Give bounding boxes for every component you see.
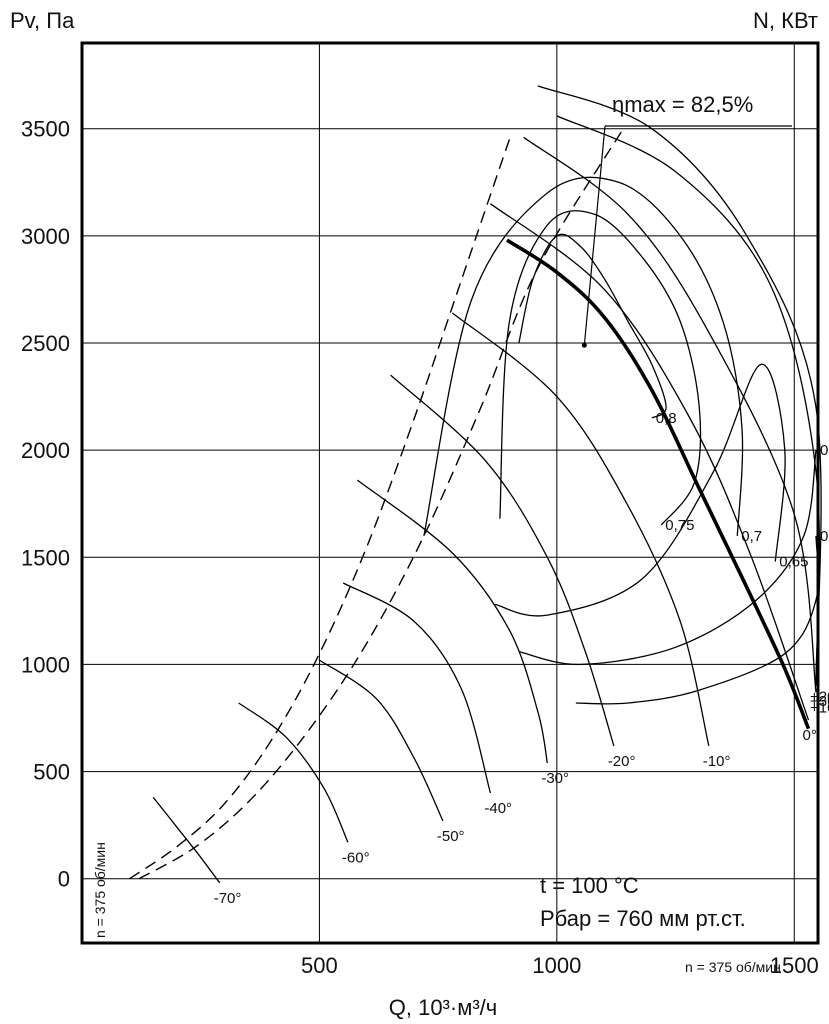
stall-boundary-dashed — [129, 139, 511, 880]
y-tick-label: 2000 — [21, 438, 70, 463]
blade-angle-label: -40° — [484, 800, 512, 817]
blade-angle-label: +10° — [810, 699, 829, 716]
max-efficiency-line — [506, 238, 811, 730]
curves — [129, 85, 822, 884]
grid — [82, 43, 818, 943]
blade-angle-label: -30° — [541, 770, 569, 787]
blade-angle-curve — [342, 582, 492, 794]
blade-angle-curve — [357, 479, 548, 764]
blade-angle-curve — [152, 796, 221, 884]
efficiency-curve-label: 0,7 — [741, 528, 762, 545]
y-tick-label: 1000 — [21, 652, 70, 677]
x-axis-label: Q, 10³·м³/ч — [389, 995, 498, 1020]
speed-label-bottom: n = 375 об/мин — [685, 959, 781, 975]
y-tick-label: 1500 — [21, 545, 70, 570]
blade-angle-curve — [390, 374, 615, 747]
eta-max-label: ηmax = 82,5% — [612, 92, 753, 117]
blade-angle-curve — [238, 702, 349, 843]
pressure-label: Рбар = 760 мм рт.ст. — [540, 906, 746, 931]
temperature-label: t = 100 °C — [540, 873, 639, 898]
efficiency-curve — [518, 233, 667, 419]
blade-angle-label: -70° — [214, 890, 242, 907]
y-tick-label: 500 — [33, 760, 70, 785]
blade-angle-label: 0° — [803, 727, 817, 744]
labels: 500 1000 1500 0 500 1000 1500 2000 2500 3000 3500 0… — [21, 117, 829, 978]
efficiency-curve — [575, 535, 819, 705]
y-axis-label: Pv, Па — [10, 8, 75, 33]
stall-boundary-dashed — [138, 128, 624, 880]
efficiency-curve-label: 0,65 — [779, 554, 808, 571]
x-tick-label: 1500 — [770, 953, 819, 978]
efficiency-curve — [494, 363, 786, 617]
y-tick-label: 0 — [58, 867, 70, 892]
y-tick-label: 2500 — [21, 331, 70, 356]
efficiency-curve-label: 0,8 — [656, 410, 677, 427]
blade-angle-curve — [451, 312, 710, 747]
y2-axis-label: N, КВт — [753, 8, 818, 33]
blade-angle-curve — [319, 659, 444, 822]
efficiency-curve — [423, 176, 744, 537]
blade-angle-label: +30° — [810, 693, 829, 710]
efficiency-curve-label: 0,5 — [820, 528, 829, 545]
efficiency-curve — [499, 210, 702, 526]
plot-border — [80, 41, 820, 945]
eta-max-leader — [583, 125, 606, 346]
blade-angle-curve — [556, 115, 821, 682]
speed-label-vertical: n = 375 об/мин — [92, 842, 108, 938]
blade-angle-label: -10° — [703, 753, 731, 770]
blade-angle-label: -50° — [437, 828, 465, 845]
x-tick-label: 1000 — [532, 953, 581, 978]
efficiency-curve — [518, 450, 817, 666]
blade-angle-curve — [537, 85, 822, 686]
blade-angle-curve — [523, 136, 817, 693]
plot-frame — [80, 41, 820, 945]
x-tick-label: 500 — [301, 953, 338, 978]
blade-angle-label: +20° — [810, 689, 829, 706]
y-tick-label: 3500 — [21, 117, 70, 142]
efficiency-curve-label: 0,75 — [665, 517, 694, 534]
blade-angle-label: -60° — [342, 849, 370, 866]
efficiency-curve-label: 0,6 — [820, 442, 829, 459]
blade-angle-label: -20° — [608, 753, 636, 770]
blade-angle-curve — [490, 203, 810, 721]
y-tick-label: 3000 — [21, 224, 70, 249]
